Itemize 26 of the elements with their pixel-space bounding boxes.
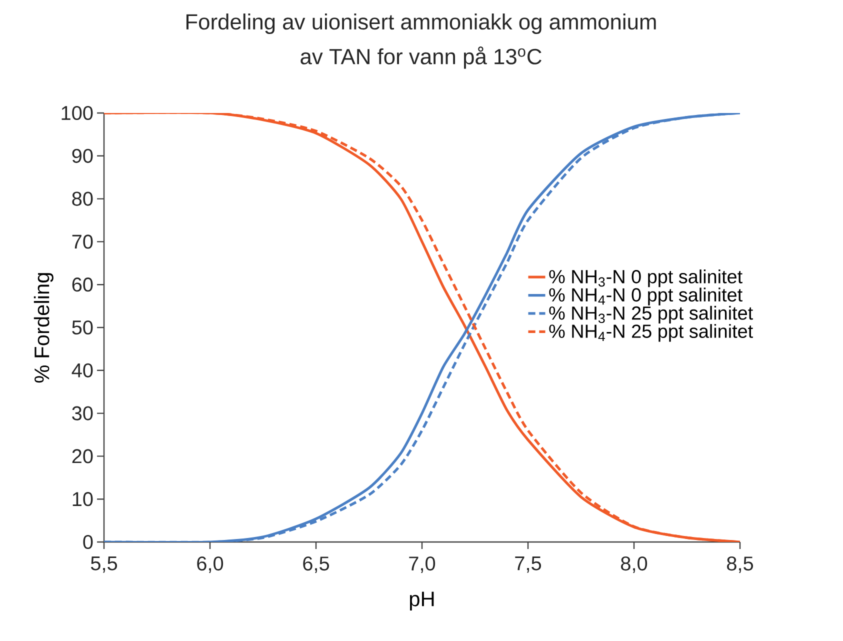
x-tick-label: 7,5	[515, 556, 542, 573]
x-tick-label: 7,0	[409, 556, 436, 573]
y-tick-label: 30	[72, 406, 93, 420]
y-tick-label: 40	[72, 363, 93, 378]
legend-label: % NH$_{3}$-N 25 ppt salinitet	[549, 306, 753, 324]
y-tick-label: 100	[62, 106, 93, 120]
y-tick-label: 60	[72, 278, 93, 292]
x-tick-label: 6,5	[303, 556, 330, 573]
y-tick-label: 20	[72, 449, 93, 464]
y-tick-label: 50	[72, 320, 93, 335]
legend-label: % NH$_{3}$-N 0 ppt salinitet	[549, 269, 742, 288]
x-axis-title: pH	[410, 592, 434, 610]
legend-label: % NH$_{4}$-N 25 ppt salinitet	[549, 324, 753, 342]
y-tick-label: 90	[72, 148, 93, 163]
y-tick-label: 80	[72, 192, 93, 206]
chart-title: Fordeling av uionisert ammoniakk og ammonium	[186, 14, 656, 34]
chart-subtitle: av TAN for vann på 13$^{o}$C	[300, 46, 542, 69]
x-tick-label: 8,5	[727, 556, 754, 573]
x-tick-label: 6,0	[197, 556, 224, 573]
y-tick-label: 70	[72, 234, 93, 249]
y-tick-label: 10	[72, 492, 93, 506]
x-tick-label: 8,0	[621, 556, 648, 573]
x-tick-label: 5,5	[90, 556, 118, 573]
legend-label: % NH$_{4}$-N 0 ppt salinitet	[549, 288, 742, 306]
y-tick-label: 0	[83, 534, 93, 550]
y-axis-title: % Fordeling	[34, 273, 54, 383]
